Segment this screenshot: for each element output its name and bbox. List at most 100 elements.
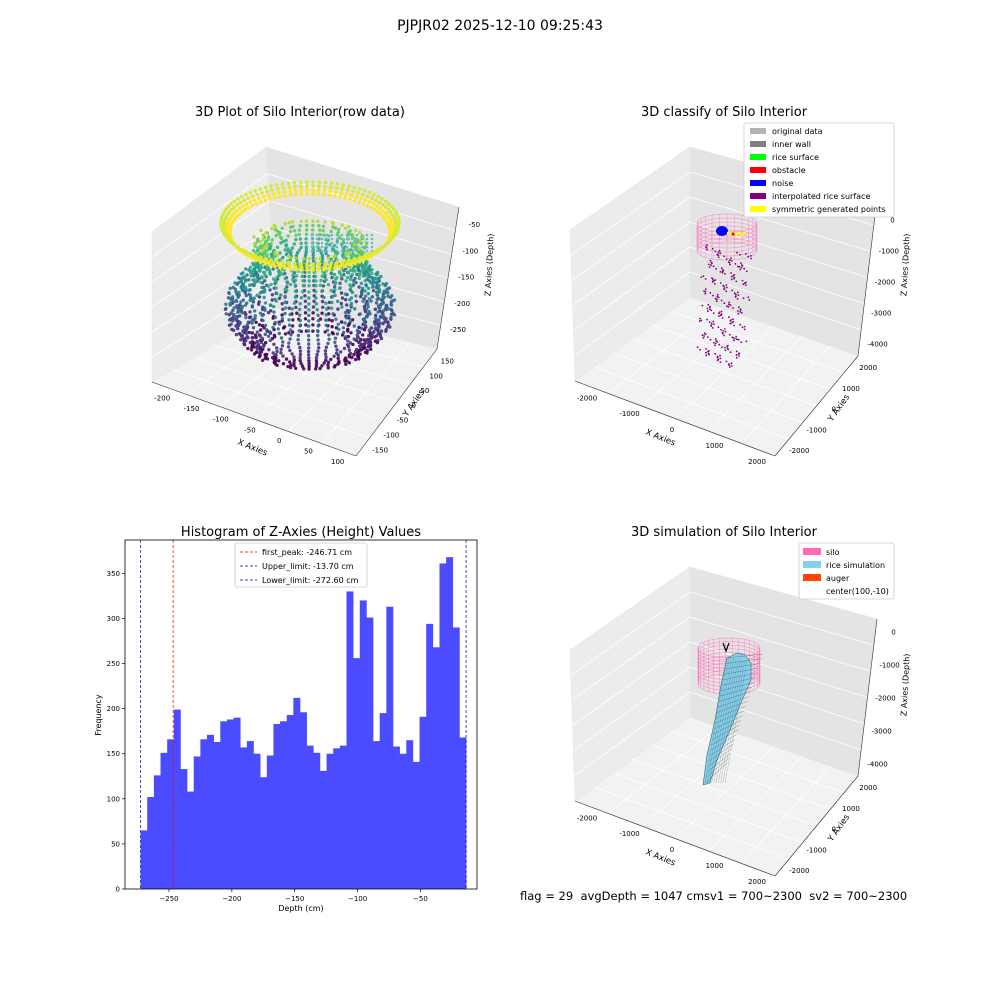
data-point — [244, 293, 248, 298]
data-point — [281, 362, 286, 366]
histogram-bar — [280, 721, 288, 889]
data-point — [342, 346, 347, 351]
data-point — [240, 306, 244, 310]
z-tick-label: -3000 — [871, 309, 891, 317]
data-point — [311, 262, 315, 266]
data-point — [261, 358, 265, 362]
data-point — [237, 212, 242, 216]
x-tick-label: -50 — [244, 426, 255, 434]
data-point — [258, 349, 262, 353]
data-point — [377, 318, 381, 322]
legend-label: original data — [772, 127, 823, 136]
data-point — [310, 245, 314, 249]
y-tick-label: 1000 — [842, 805, 860, 813]
data-point — [324, 301, 328, 305]
y-tick-label: 50 — [420, 387, 429, 395]
data-point — [311, 323, 315, 327]
data-point — [388, 227, 392, 232]
data-point — [307, 290, 311, 294]
data-point — [367, 190, 372, 195]
data-point — [371, 202, 376, 206]
data-point — [315, 249, 319, 253]
data-point — [224, 235, 229, 239]
data-point — [358, 312, 362, 316]
chart-title: 3D classify of Silo Interior — [641, 105, 808, 120]
data-point — [745, 253, 747, 255]
data-point — [389, 303, 394, 307]
surface-mesh — [711, 729, 739, 746]
z-tick-label: -1000 — [879, 662, 899, 670]
surface-mesh — [715, 659, 739, 784]
data-point — [336, 356, 340, 360]
data-point — [314, 279, 318, 283]
data-point — [353, 349, 358, 354]
data-point — [372, 207, 377, 212]
data-point — [740, 341, 743, 344]
data-point — [250, 194, 255, 199]
y-tick-label: 0 — [832, 406, 836, 414]
y-tick-label: 100 — [107, 795, 120, 803]
data-point — [311, 228, 315, 232]
data-point — [270, 293, 275, 297]
data-point — [307, 367, 311, 371]
data-point — [350, 355, 354, 360]
data-point — [307, 356, 311, 360]
legend: silo rice simulation auger center(100,-10) — [798, 542, 895, 600]
data-point — [739, 268, 742, 271]
data-point — [709, 338, 712, 341]
data-point — [370, 241, 374, 245]
data-point — [732, 274, 735, 277]
data-point — [315, 245, 319, 249]
data-point — [376, 210, 380, 214]
histogram-bar — [266, 755, 274, 889]
data-point — [316, 349, 320, 353]
data-point — [345, 237, 349, 241]
data-point — [271, 277, 276, 281]
data-point — [381, 282, 385, 286]
data-point — [286, 345, 291, 349]
data-point — [273, 315, 278, 320]
data-point — [373, 307, 377, 311]
data-point — [274, 233, 278, 238]
histogram-bar — [293, 697, 301, 889]
data-point — [249, 348, 254, 352]
data-point — [241, 204, 245, 208]
data-point — [294, 256, 298, 260]
data-point — [283, 248, 287, 252]
data-point — [307, 296, 311, 300]
data-point — [390, 213, 395, 217]
data-point — [345, 241, 349, 245]
data-point — [743, 325, 746, 328]
data-point — [712, 312, 715, 314]
data-point — [307, 361, 311, 366]
data-point — [378, 212, 383, 216]
data-point — [281, 272, 285, 276]
legend-label: inner wall — [772, 140, 811, 149]
data-point — [298, 349, 303, 353]
data-point — [360, 326, 364, 331]
surface-mesh — [718, 696, 749, 708]
histogram-bar — [140, 830, 148, 889]
y-tick-label: -150 — [372, 446, 388, 454]
data-point — [266, 284, 271, 288]
data-point — [733, 324, 735, 327]
data-point — [710, 309, 713, 312]
data-point — [235, 304, 239, 308]
data-point — [361, 274, 365, 278]
x-tick-label: 100 — [331, 458, 344, 465]
data-point — [276, 187, 280, 191]
surface-mesh — [718, 659, 741, 784]
data-point — [262, 295, 266, 300]
histogram-bar — [326, 753, 334, 889]
histogram-bar — [386, 606, 394, 889]
data-point — [221, 229, 225, 234]
data-point — [247, 315, 252, 320]
data-point — [295, 251, 300, 255]
data-point — [290, 307, 294, 311]
data-point — [343, 321, 347, 325]
data-point — [274, 259, 279, 263]
surface-mesh — [722, 660, 745, 784]
data-point — [245, 301, 249, 305]
data-point — [377, 288, 382, 292]
data-point — [269, 242, 273, 246]
